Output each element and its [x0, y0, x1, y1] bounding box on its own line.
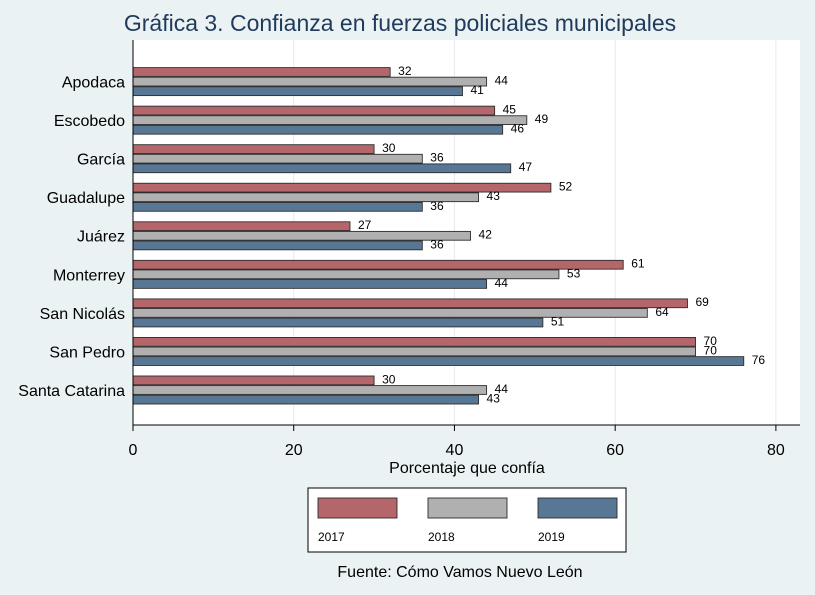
- bar-2019: [132, 86, 463, 97]
- data-label: 44: [495, 74, 509, 88]
- bar-2018: [132, 230, 471, 241]
- bar-2017: [132, 337, 696, 347]
- data-label: 27: [358, 218, 372, 232]
- bar-2017: [132, 67, 391, 77]
- x-tick-label: 80: [767, 442, 785, 459]
- source-note: Fuente: Cómo Vamos Nuevo León: [337, 564, 582, 581]
- data-label: 36: [430, 151, 444, 165]
- legend-swatch-2018: [427, 497, 508, 519]
- bar-2018: [132, 346, 696, 357]
- bar-2018: [132, 192, 480, 203]
- category-label: Monterrey: [53, 267, 125, 284]
- category-label: Guadalupe: [47, 190, 125, 207]
- bar-2019: [132, 356, 745, 366]
- data-label: 52: [559, 180, 573, 194]
- category-label: Escobedo: [54, 113, 125, 130]
- category-label: San Nicolás: [40, 306, 125, 323]
- legend-swatch-2017: [317, 497, 398, 519]
- bar-2017: [132, 105, 496, 116]
- data-label: 42: [479, 228, 493, 242]
- category-label: Santa Catarina: [18, 383, 125, 400]
- category-labels: Apodaca Escobedo García Guadalupe Juárez Mont…: [18, 75, 125, 400]
- x-axis-label: Porcentaje que confía: [389, 460, 545, 477]
- legend-label-2019: 2019: [538, 530, 565, 544]
- data-label: 61: [631, 257, 645, 271]
- data-label: 45: [503, 102, 517, 116]
- bar-2017: [132, 259, 624, 270]
- bar-2019: [132, 279, 488, 289]
- chart-title: Gráfica 3. Confianza en fuerzas policial…: [124, 10, 676, 36]
- data-label: 46: [511, 122, 525, 136]
- category-label: García: [77, 152, 125, 169]
- x-tick-label: 40: [446, 442, 464, 459]
- bar-2018: [132, 385, 488, 395]
- bar-2019: [132, 317, 544, 328]
- data-label: 43: [487, 189, 501, 203]
- category-label: Juárez: [77, 229, 125, 246]
- x-tick-label: 0: [129, 442, 138, 459]
- bar-2019: [132, 240, 423, 251]
- bar-2019: [132, 394, 480, 405]
- data-label: 51: [551, 314, 565, 328]
- data-label: 41: [470, 83, 484, 97]
- x-tick-label: 20: [285, 442, 303, 459]
- data-label: 44: [495, 276, 509, 290]
- data-label: 47: [519, 160, 533, 174]
- data-label: 44: [495, 382, 509, 396]
- legend-swatch-2019: [537, 497, 618, 519]
- bar-2019: [132, 124, 504, 135]
- data-label: 49: [535, 112, 549, 126]
- bar-2018: [132, 115, 528, 126]
- data-label: 64: [655, 305, 669, 319]
- legend-label-2017: 2017: [318, 530, 345, 544]
- legend: 2017 2018 2019: [307, 487, 627, 553]
- data-label: 43: [487, 392, 501, 406]
- data-label: 32: [398, 64, 412, 78]
- data-label: 69: [695, 295, 709, 309]
- category-label: San Pedro: [49, 344, 125, 361]
- bars: 32 44 41 45 49 46 30 36 47 52 43 36 27 42 36 61 53 44 69 64…: [132, 64, 766, 406]
- x-tick-label: 60: [606, 442, 624, 459]
- data-label: 36: [430, 237, 444, 251]
- data-label: 53: [567, 266, 581, 280]
- data-label: 76: [752, 353, 766, 367]
- data-label: 30: [382, 141, 396, 155]
- legend-label-2018: 2018: [428, 530, 455, 544]
- bar-2018: [132, 308, 648, 318]
- bar-2017: [132, 375, 375, 386]
- bar-2019: [132, 163, 512, 174]
- bar-2017: [132, 144, 375, 154]
- bar-2017: [132, 298, 688, 309]
- data-label: 70: [704, 343, 718, 357]
- bar-2018: [132, 153, 423, 164]
- data-label: 36: [430, 199, 444, 213]
- bar-2017: [132, 221, 351, 232]
- x-axis: 0 20 40 60 80: [129, 40, 800, 459]
- data-label: 70: [704, 334, 718, 348]
- bar-2018: [132, 76, 488, 87]
- bar-2019: [132, 201, 423, 212]
- data-label: 30: [382, 372, 396, 386]
- category-label: Apodaca: [62, 75, 125, 92]
